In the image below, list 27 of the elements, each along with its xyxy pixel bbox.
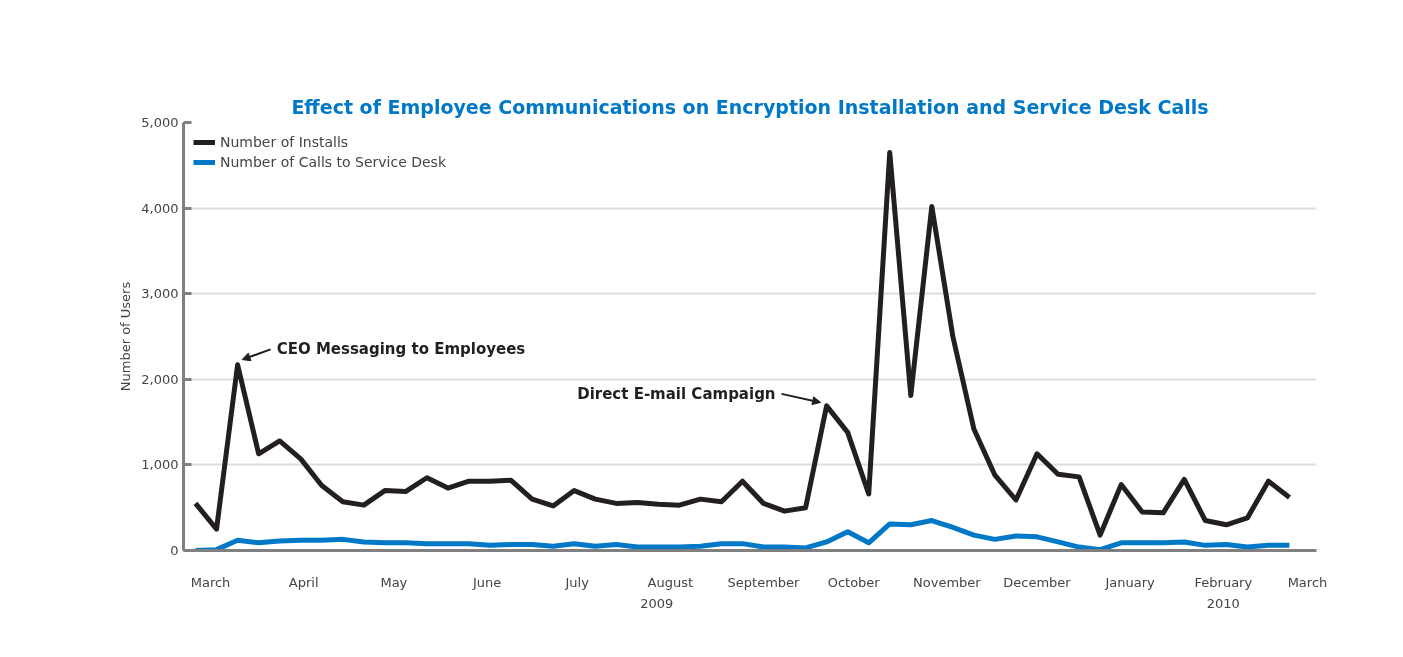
legend-label: Number of Installs <box>220 134 349 150</box>
x-tick-label: February <box>1194 574 1253 590</box>
y-tick-label: 0 <box>170 543 179 558</box>
y-tick-label: 1,000 <box>141 457 179 473</box>
y-tick-label: 3,000 <box>141 286 179 302</box>
x-tick-label: December <box>1003 574 1072 590</box>
y-axis-title: Number of Users <box>118 281 134 392</box>
x-tick-label: November <box>913 574 982 590</box>
x-tick-label: June <box>471 574 502 590</box>
legend-label: Number of Calls to Service Desk <box>220 154 447 170</box>
annotation: CEO Messaging to Employees <box>276 340 526 359</box>
y-tick-label: 4,000 <box>141 200 179 216</box>
x-tick-label: July <box>564 574 590 590</box>
chart-title: Effect of Employee Communications on Encryption Installation and Service Desk Calls <box>291 95 1209 118</box>
y-tick-label: 5,000 <box>141 115 179 130</box>
x-tick-label: September <box>727 574 801 590</box>
x-tick-label: October <box>827 574 881 590</box>
x-tick-label: March <box>1287 574 1328 590</box>
text: 2010 <box>1206 595 1240 611</box>
x-tick-label: March <box>190 574 231 590</box>
x-tick-label: August <box>647 574 694 590</box>
x-tick-label: May <box>380 574 408 590</box>
x-tick-label: January <box>1104 574 1156 590</box>
annotation: Direct E-mail Campaign <box>577 384 776 403</box>
y-tick-label: 2,000 <box>141 371 179 387</box>
x-tick-label: April <box>288 574 319 590</box>
text: 2009 <box>640 595 674 611</box>
